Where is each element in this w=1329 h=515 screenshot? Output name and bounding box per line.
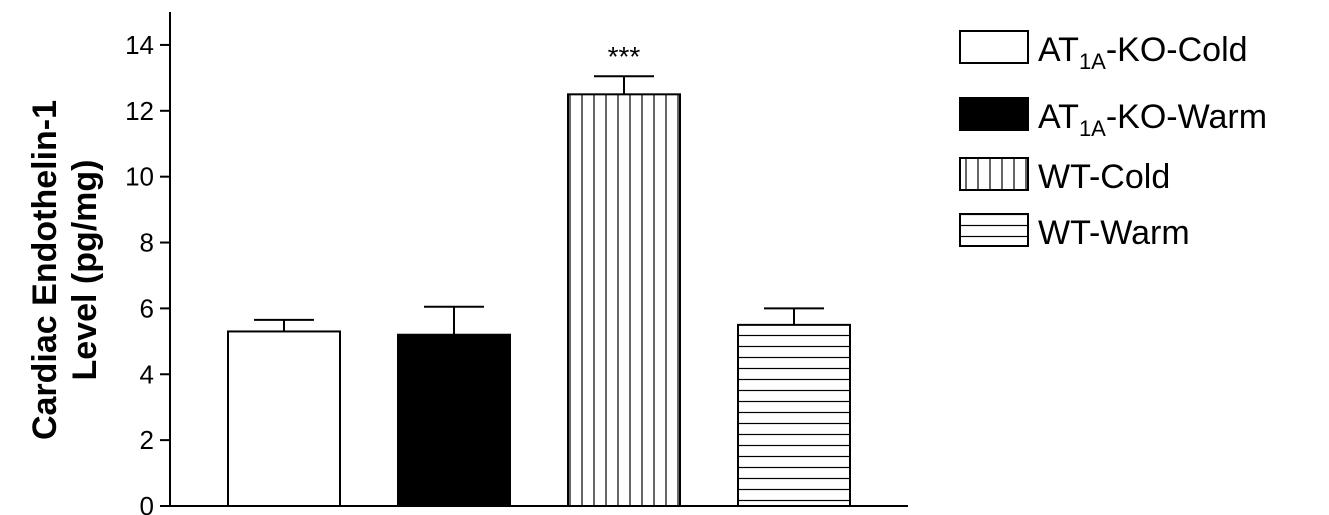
legend-label: AT1A-KO-Cold	[1038, 31, 1248, 74]
y-axis-title-line2: Level (pg/mg)	[66, 159, 104, 380]
legend-swatch	[959, 30, 1029, 64]
legend-label: WT-Cold	[1038, 158, 1170, 196]
y-axis-title-line1: Cardiac Endothelin-1	[26, 100, 64, 440]
significance-annotation: ***	[608, 41, 641, 72]
y-tick-label: 14	[125, 30, 154, 60]
y-tick-label: 10	[125, 162, 154, 192]
y-tick-label: 2	[140, 425, 154, 455]
legend-label: WT-Warm	[1038, 214, 1190, 252]
legend-swatch	[959, 157, 1029, 191]
bar	[227, 330, 341, 507]
y-tick-label: 8	[140, 228, 154, 258]
y-tick-label: 12	[125, 96, 154, 126]
y-tick-label: 4	[140, 359, 154, 389]
bar	[567, 93, 681, 507]
legend-swatch	[959, 213, 1029, 247]
y-tick-label: 6	[140, 293, 154, 323]
y-tick-label: 0	[140, 491, 154, 515]
legend-label: AT1A-KO-Warm	[1038, 98, 1267, 141]
bar	[737, 323, 851, 507]
bar	[397, 333, 511, 507]
legend-swatch	[959, 97, 1029, 131]
